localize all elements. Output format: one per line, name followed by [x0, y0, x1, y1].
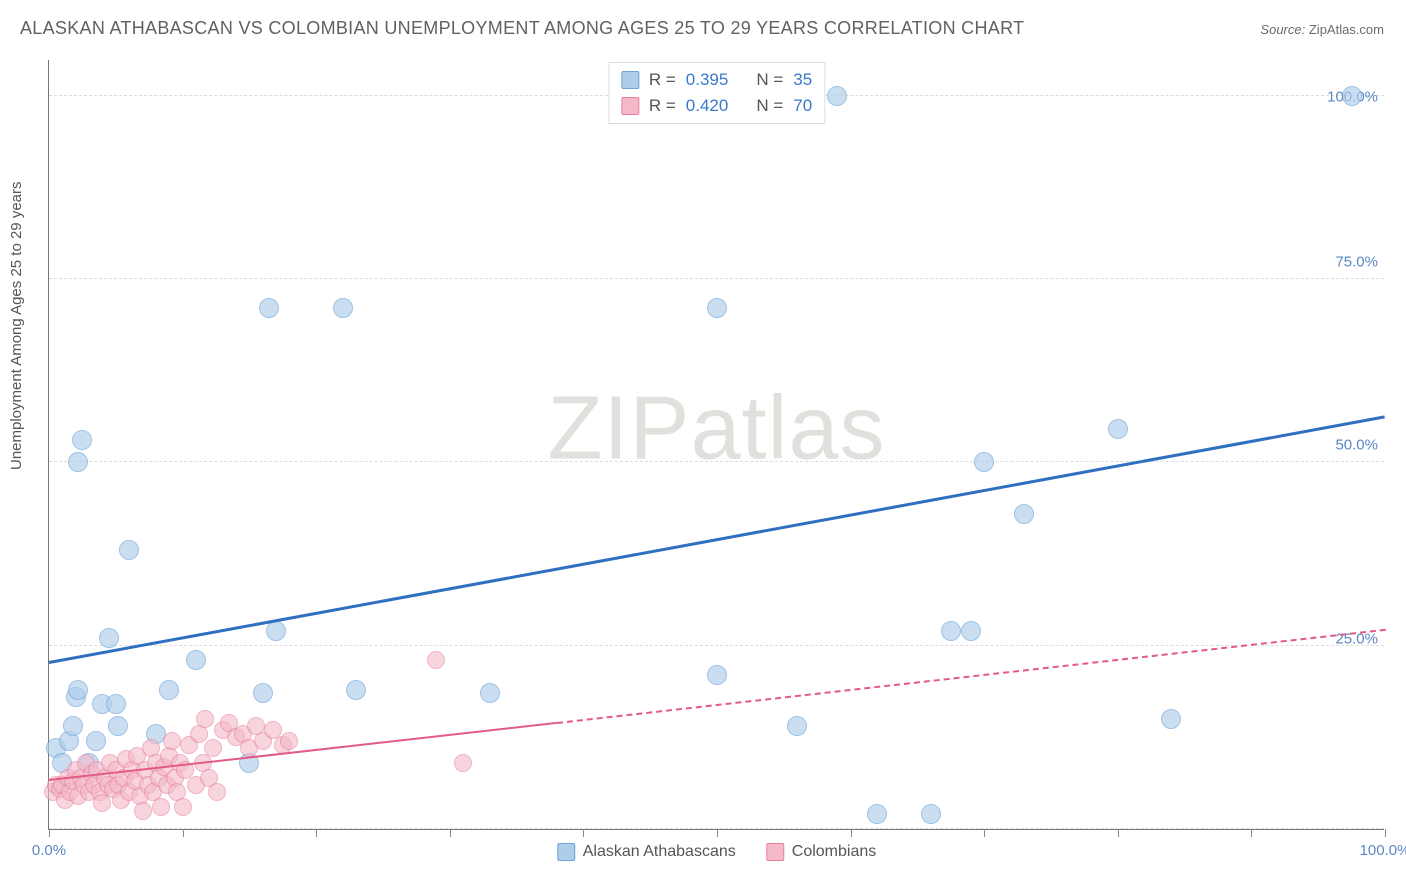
scatter-point	[106, 694, 126, 714]
legend-n-value-0: 35	[793, 70, 812, 90]
grid-line	[49, 645, 1384, 646]
legend-correlation: R = 0.395 N = 35 R = 0.420 N = 70	[608, 62, 825, 124]
scatter-point	[280, 732, 298, 750]
x-tick	[1385, 829, 1386, 837]
scatter-point	[974, 452, 994, 472]
legend-r-prefix: R =	[649, 96, 676, 116]
trend-line	[557, 629, 1386, 724]
x-tick	[583, 829, 584, 837]
trend-line	[49, 415, 1386, 664]
plot-area: ZIPatlas R = 0.395 N = 35 R = 0.420 N = …	[48, 60, 1384, 830]
x-tick	[851, 829, 852, 837]
scatter-point	[186, 650, 206, 670]
watermark-bold: ZIP	[547, 379, 690, 479]
scatter-point	[427, 651, 445, 669]
legend-row-series-0: R = 0.395 N = 35	[621, 67, 812, 93]
legend-r-prefix: R =	[649, 70, 676, 90]
scatter-point	[480, 683, 500, 703]
legend-series: Alaskan Athabascans Colombians	[557, 843, 876, 861]
scatter-point	[346, 680, 366, 700]
legend-row-series-1: R = 0.420 N = 70	[621, 93, 812, 119]
scatter-point	[1342, 86, 1362, 106]
legend-swatch-bottom-0	[557, 843, 575, 861]
legend-r-value-0: 0.395	[686, 70, 729, 90]
scatter-point	[259, 298, 279, 318]
legend-n-prefix: N =	[756, 70, 783, 90]
scatter-point	[961, 621, 981, 641]
scatter-point	[1014, 504, 1034, 524]
scatter-point	[707, 665, 727, 685]
x-tick-label: 0.0%	[32, 842, 66, 859]
y-tick-label: 75.0%	[1335, 254, 1378, 271]
grid-line	[49, 278, 1384, 279]
x-tick	[717, 829, 718, 837]
scatter-point	[152, 798, 170, 816]
chart-title: ALASKAN ATHABASCAN VS COLOMBIAN UNEMPLOY…	[20, 18, 1024, 39]
scatter-point	[99, 628, 119, 648]
scatter-point	[72, 430, 92, 450]
scatter-point	[163, 732, 181, 750]
legend-label-0: Alaskan Athabascans	[583, 843, 736, 861]
source-label: Source:	[1260, 22, 1305, 37]
legend-swatch-bottom-1	[766, 843, 784, 861]
x-tick	[984, 829, 985, 837]
legend-item-series-0: Alaskan Athabascans	[557, 843, 736, 861]
scatter-point	[1108, 419, 1128, 439]
chart-container: ALASKAN ATHABASCAN VS COLOMBIAN UNEMPLOY…	[0, 0, 1406, 892]
scatter-point	[68, 680, 88, 700]
x-tick	[1251, 829, 1252, 837]
x-tick	[1118, 829, 1119, 837]
scatter-point	[266, 621, 286, 641]
scatter-point	[941, 621, 961, 641]
watermark-thin: atlas	[690, 379, 885, 479]
scatter-point	[134, 802, 152, 820]
legend-r-value-1: 0.420	[686, 96, 729, 116]
scatter-point	[159, 680, 179, 700]
scatter-point	[93, 794, 111, 812]
scatter-point	[1161, 709, 1181, 729]
y-tick-label: 50.0%	[1335, 437, 1378, 454]
scatter-point	[333, 298, 353, 318]
x-tick-label: 100.0%	[1360, 842, 1406, 859]
legend-item-series-1: Colombians	[766, 843, 876, 861]
scatter-point	[253, 683, 273, 703]
scatter-point	[108, 716, 128, 736]
scatter-point	[208, 783, 226, 801]
x-tick	[183, 829, 184, 837]
scatter-point	[86, 731, 106, 751]
scatter-point	[119, 540, 139, 560]
scatter-point	[68, 452, 88, 472]
scatter-point	[196, 710, 214, 728]
grid-line	[49, 461, 1384, 462]
legend-swatch-series-1	[621, 97, 639, 115]
scatter-point	[204, 739, 222, 757]
scatter-point	[787, 716, 807, 736]
y-axis-label: Unemployment Among Ages 25 to 29 years	[8, 181, 25, 470]
x-tick	[316, 829, 317, 837]
legend-n-value-1: 70	[793, 96, 812, 116]
scatter-point	[454, 754, 472, 772]
source-attribution: Source: ZipAtlas.com	[1260, 22, 1384, 37]
x-tick	[49, 829, 50, 837]
scatter-point	[921, 804, 941, 824]
scatter-point	[867, 804, 887, 824]
scatter-point	[707, 298, 727, 318]
scatter-point	[63, 716, 83, 736]
scatter-point	[174, 798, 192, 816]
watermark: ZIPatlas	[547, 378, 885, 481]
legend-n-prefix: N =	[756, 96, 783, 116]
x-tick	[450, 829, 451, 837]
legend-label-1: Colombians	[792, 843, 876, 861]
legend-swatch-series-0	[621, 71, 639, 89]
source-value: ZipAtlas.com	[1309, 22, 1384, 37]
scatter-point	[827, 86, 847, 106]
